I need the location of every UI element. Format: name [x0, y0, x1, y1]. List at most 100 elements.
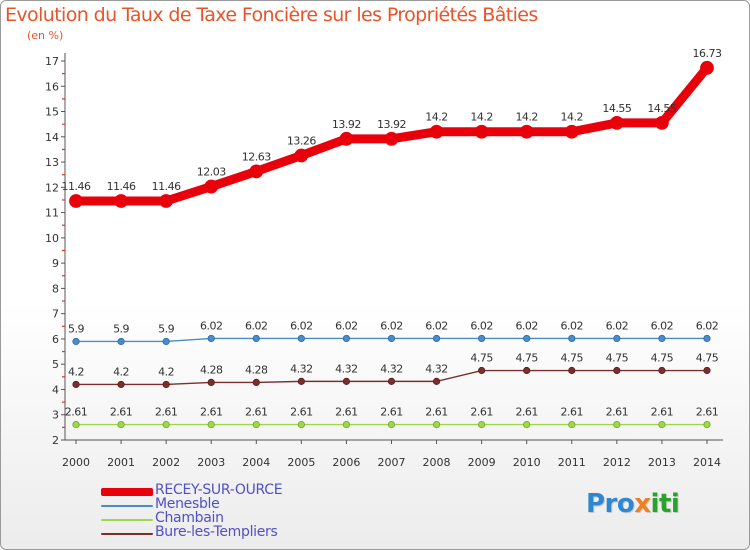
- data-label: 6.02: [696, 319, 719, 332]
- data-point: [252, 378, 260, 386]
- x-tick-label: 2001: [107, 456, 135, 469]
- y-tick-label: 6: [52, 333, 59, 346]
- data-label: 2.61: [561, 406, 584, 419]
- data-label: 14.55: [602, 102, 631, 115]
- data-point: [72, 420, 80, 429]
- data-label: 6.02: [651, 319, 674, 332]
- data-label: 11.46: [107, 180, 136, 193]
- y-tick-label: 8: [52, 282, 59, 295]
- data-label: 5.9: [68, 322, 84, 335]
- data-point: [703, 334, 711, 343]
- logo-part-iti: iti: [650, 489, 680, 519]
- legend-label: Menesble: [155, 496, 220, 512]
- data-point: [523, 366, 531, 375]
- y-tick-label: 12: [45, 181, 59, 194]
- y-axis-unit-label: (en %): [27, 29, 64, 42]
- data-point: [72, 380, 80, 389]
- data-label: 4.75: [696, 352, 719, 365]
- data-label: 4.75: [470, 352, 493, 365]
- axes: 2 3 4 5 6 7 8 9 10 11 12 13 14 15 16 17 2000 2001 2002 2003…: [45, 53, 723, 469]
- y-tick-label: 17: [45, 55, 59, 68]
- series-1: 5.9 5.9 5.9 6.02 6.02 6.02 6.02 6.02 6.02 6.02 6.0…: [68, 319, 719, 346]
- proxiti-logo: Proxiti: [586, 489, 680, 519]
- data-point: [613, 420, 621, 429]
- data-label: 2.61: [606, 406, 629, 419]
- data-label: 6.02: [200, 319, 223, 332]
- data-label: 2.61: [245, 406, 268, 419]
- x-tick-label: 2006: [332, 456, 360, 469]
- data-point: [204, 179, 219, 194]
- data-point: [658, 420, 666, 429]
- x-tick-label: 2002: [152, 456, 180, 469]
- data-point: [658, 334, 666, 343]
- data-point: [703, 420, 711, 429]
- data-label: 6.02: [380, 319, 403, 332]
- data-label: 2.61: [290, 406, 313, 419]
- data-label: 12.03: [197, 166, 226, 179]
- logo-part-pro: Pro: [586, 489, 635, 519]
- data-label: 6.02: [335, 319, 358, 332]
- data-label: 16.73: [692, 47, 721, 60]
- data-label: 11.46: [152, 180, 181, 193]
- data-label: 6.02: [515, 319, 538, 332]
- data-label: 12.63: [242, 150, 271, 163]
- x-tick-label: 2003: [197, 456, 225, 469]
- data-label: 6.02: [425, 319, 448, 332]
- data-label: 6.02: [245, 319, 268, 332]
- data-label: 4.2: [68, 365, 84, 378]
- data-point: [655, 116, 669, 130]
- data-label: 2.61: [696, 406, 719, 419]
- data-point: [432, 334, 441, 343]
- y-tick-label: 10: [45, 232, 59, 245]
- data-point: [342, 377, 351, 385]
- data-label: 2.61: [470, 406, 493, 419]
- data-label: 14.2: [561, 111, 584, 124]
- data-label: 14.2: [425, 111, 448, 124]
- data-label: 13.26: [287, 134, 316, 147]
- data-label: 6.02: [290, 319, 313, 332]
- data-label: 11.46: [62, 180, 91, 193]
- data-label: 2.61: [515, 406, 538, 419]
- legend-swatch: [101, 488, 153, 496]
- data-label: 4.75: [515, 352, 538, 365]
- x-tick-label: 2014: [693, 456, 721, 469]
- data-point: [297, 377, 305, 385]
- data-label: 13.92: [332, 118, 361, 131]
- data-label: 2.61: [651, 406, 674, 419]
- x-tick-label: 2005: [287, 456, 315, 469]
- data-point: [207, 334, 215, 343]
- data-point: [658, 366, 666, 375]
- data-point: [162, 420, 170, 429]
- data-label: 4.32: [290, 362, 313, 375]
- data-point: [162, 380, 170, 389]
- data-point: [207, 378, 215, 386]
- data-point: [387, 377, 396, 385]
- x-tick-label: 2012: [603, 456, 631, 469]
- x-tick-label: 2009: [468, 456, 496, 469]
- data-point: [249, 164, 264, 179]
- data-label: 5.9: [158, 322, 174, 335]
- data-label: 2.61: [110, 406, 133, 419]
- data-point: [72, 337, 80, 346]
- data-point: [159, 194, 174, 208]
- x-tick-label: 2013: [648, 456, 676, 469]
- x-tick-label: 2008: [423, 456, 451, 469]
- data-point: [568, 420, 576, 429]
- series-2: 2.61 2.61 2.61 2.61 2.61 2.61 2.61 2.61 2.61 2.61…: [65, 406, 719, 429]
- data-label: 6.02: [561, 319, 584, 332]
- data-label: 4.2: [113, 365, 129, 378]
- x-tick-label: 2010: [513, 456, 541, 469]
- y-tick-label: 7: [52, 308, 59, 321]
- data-point: [117, 420, 125, 429]
- data-label: 4.28: [200, 363, 223, 376]
- chart-title: Evolution du Taux de Taxe Foncière sur l…: [5, 4, 538, 26]
- data-label: 4.75: [561, 352, 584, 365]
- y-tick-label: 9: [52, 257, 59, 270]
- data-label: 14.2: [515, 111, 538, 124]
- data-point: [519, 124, 534, 139]
- data-point: [474, 124, 489, 139]
- data-point: [564, 124, 579, 139]
- data-label: 2.61: [200, 406, 223, 419]
- data-label: 4.75: [651, 352, 674, 365]
